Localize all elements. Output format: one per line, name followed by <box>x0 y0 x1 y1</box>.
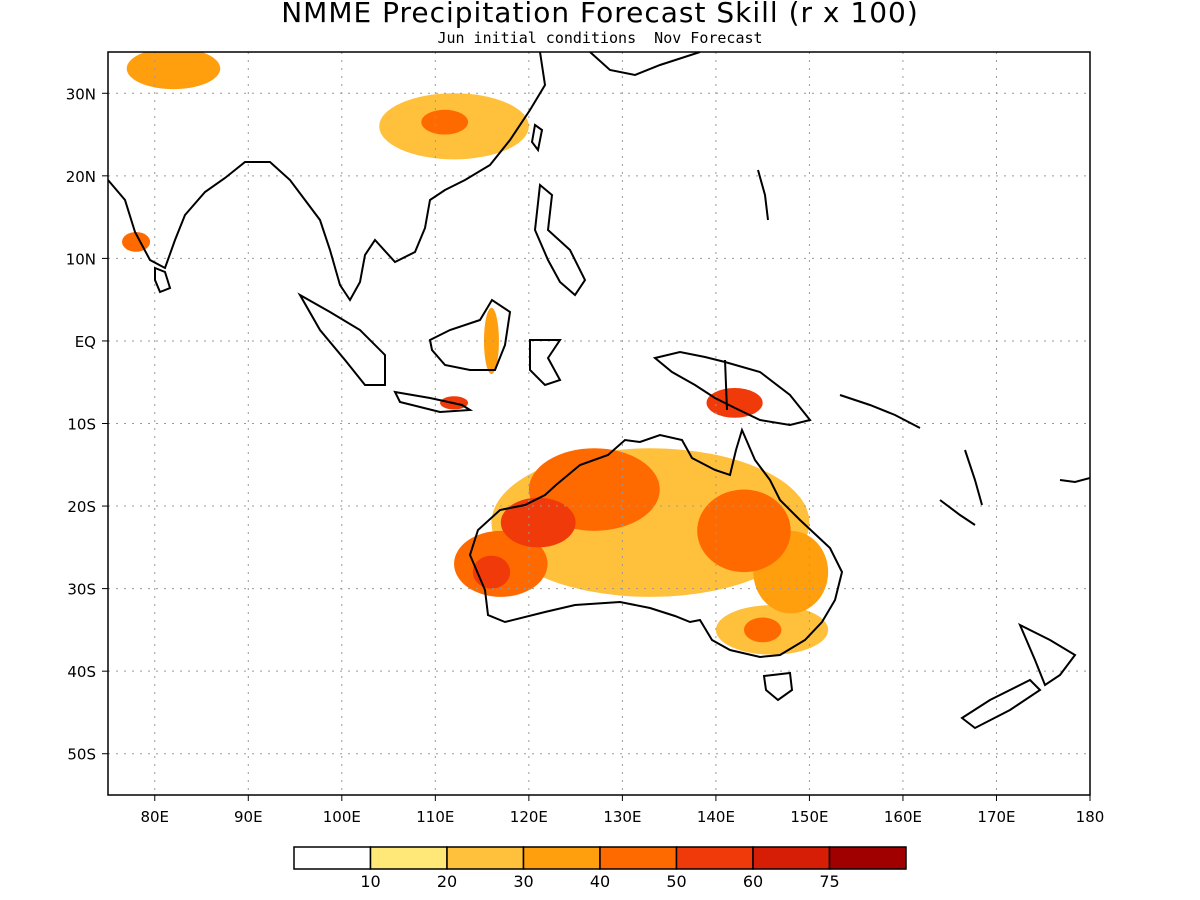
lat-tick-label: 10N <box>66 250 96 268</box>
coastline-asia-mainland <box>108 52 547 302</box>
latitude-axis: 30N 20N 10N EQ 10S 20S 30S 40S 50S <box>66 85 108 764</box>
coastline-png-border <box>724 359 728 411</box>
coastline-fiji <box>1059 477 1090 484</box>
skill-region <box>743 617 782 643</box>
lon-tick-label: 180 <box>1076 808 1105 826</box>
colorbar-swatch <box>446 846 525 870</box>
colorbar-label: 10 <box>360 872 380 891</box>
chart-subtitle: Jun initial conditions Nov Forecast <box>437 29 763 47</box>
coastline-sri-lanka <box>154 266 172 294</box>
colorbar-label: 20 <box>437 872 457 891</box>
lon-tick-label: 110E <box>416 808 454 826</box>
coastline-tasmania <box>762 671 794 702</box>
colorbar: 10 20 30 40 50 60 75 <box>293 846 907 891</box>
coastline-new-zealand-north <box>1018 622 1077 687</box>
lon-tick-label: 160E <box>884 808 922 826</box>
coastline-vanuatu <box>964 449 983 506</box>
coastline-taiwan <box>530 123 544 153</box>
lon-tick-label: 140E <box>697 808 735 826</box>
lat-tick-label: 30S <box>67 581 96 599</box>
lon-tick-label: 80E <box>140 808 169 826</box>
colorbar-swatch <box>675 846 754 870</box>
lat-tick-label: 30N <box>66 85 96 103</box>
lon-tick-label: 100E <box>323 808 361 826</box>
coastline-japan <box>589 52 701 77</box>
colorbar-swatch <box>293 846 372 870</box>
skill-region <box>126 52 221 90</box>
lat-tick-label: 40S <box>67 663 96 681</box>
coastline-java <box>393 390 474 414</box>
lat-tick-label: 20N <box>66 168 96 186</box>
coastline-sulawesi <box>529 339 562 387</box>
coastline-new-caledonia <box>939 499 976 526</box>
colorbar-label: 40 <box>590 872 610 891</box>
skill-region <box>483 307 499 374</box>
coastline-solomon-islands <box>839 394 921 429</box>
map-frame <box>107 51 1091 796</box>
chart-title: NMME Precipitation Forecast Skill (r x 1… <box>281 0 919 29</box>
skill-region <box>421 109 469 135</box>
lat-tick-label: 10S <box>67 416 96 434</box>
colorbar-swatch <box>828 846 907 870</box>
colorbar-swatch <box>599 846 678 870</box>
colorbar-swatch <box>752 846 831 870</box>
coastlines <box>108 52 1090 730</box>
lat-tick-label: 50S <box>67 746 96 764</box>
lon-tick-label: 150E <box>790 808 828 826</box>
skill-region <box>500 497 576 548</box>
coastline-new-guinea <box>652 350 812 427</box>
colorbar-label: 50 <box>666 872 686 891</box>
lat-tick-label: EQ <box>75 333 96 351</box>
lon-tick-label: 90E <box>234 808 263 826</box>
colorbar-label: 30 <box>513 872 533 891</box>
skill-shading-layer <box>122 52 829 655</box>
colorbar-swatch <box>369 846 448 870</box>
skill-region <box>472 555 511 589</box>
coastline-australia <box>468 427 844 659</box>
colorbar-label: 60 <box>743 872 763 891</box>
coastline-sumatra <box>297 292 386 386</box>
gridlines <box>108 52 1090 795</box>
lon-tick-label: 120E <box>510 808 548 826</box>
coastline-new-zealand-south <box>960 678 1042 730</box>
lon-tick-label: 130E <box>603 808 641 826</box>
coastline-marianas <box>757 169 769 221</box>
colorbar-swatch <box>522 846 601 870</box>
coastline-borneo <box>428 298 512 371</box>
lon-tick-label: 170E <box>977 808 1015 826</box>
colorbar-label: 75 <box>819 872 839 891</box>
skill-region <box>706 388 763 418</box>
lat-tick-label: 20S <box>67 498 96 516</box>
longitude-axis: 80E 90E 100E 110E 120E 130E 140E 150E 160E 170E 18… <box>140 795 1104 826</box>
coastline-philippines <box>533 183 587 297</box>
skill-region <box>697 489 791 573</box>
